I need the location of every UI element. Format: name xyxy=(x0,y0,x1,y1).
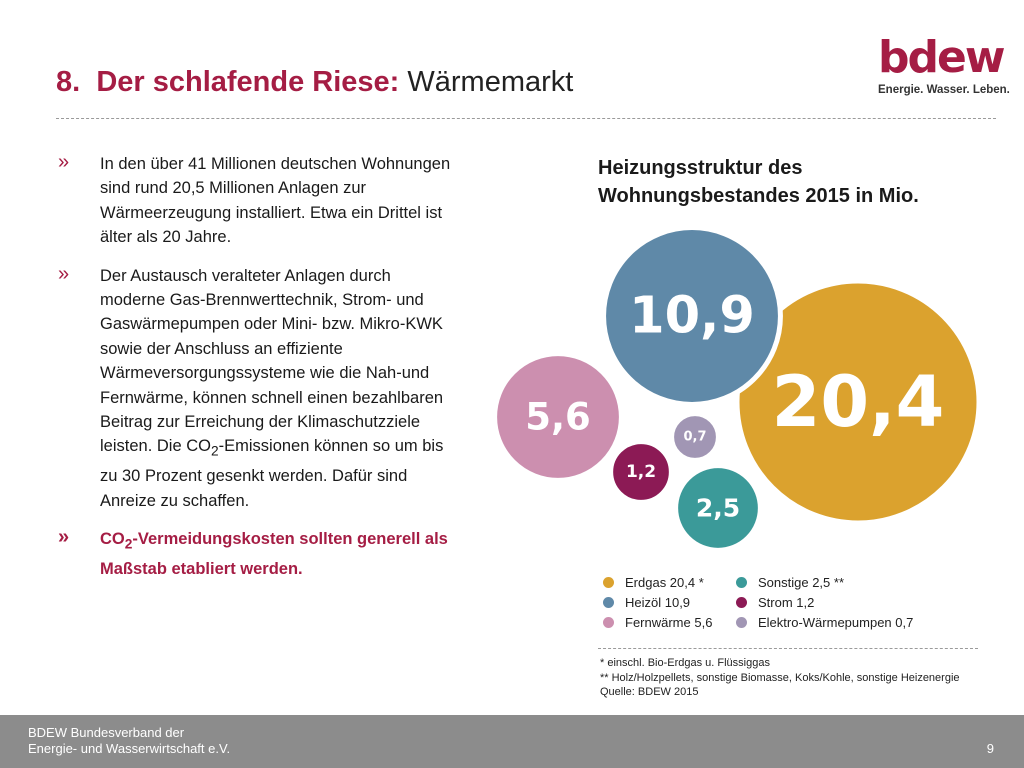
source-note: Quelle: BDEW 2015 xyxy=(600,686,699,698)
footnote-sonstige: ** Holz/Holzpellets, sonstige Biomasse, … xyxy=(600,671,960,684)
logo-wordmark: bdew xyxy=(878,32,1005,83)
bullet-text: CO xyxy=(100,529,125,548)
bubble-erdgas xyxy=(734,278,982,526)
bubble-heizöl xyxy=(601,225,783,407)
bubble-label-erdgas: 20,4 xyxy=(772,361,945,443)
bullet-chevron-icon: » xyxy=(58,525,70,548)
bubble-sonstige xyxy=(673,463,763,553)
legend-dot-icon xyxy=(603,577,614,588)
bubble-elektro-wärmepumpen xyxy=(671,413,719,461)
legend-dot-icon xyxy=(736,577,747,588)
subscript-2: 2 xyxy=(210,443,219,459)
bubble-label-fernwärme: 5,6 xyxy=(525,396,591,439)
title-divider xyxy=(56,118,996,119)
bullet-list: » In den über 41 Millionen deutschen Wohn… xyxy=(58,151,458,595)
footer-org-line2: Energie- und Wasserwirtschaft e.V. xyxy=(28,741,231,756)
bubble-label-sonstige: 2,5 xyxy=(696,494,740,523)
logo-tagline: Energie. Wasser. Leben. xyxy=(878,84,1010,96)
page-title: 8. Der schlafende Riese: Wärmemarkt xyxy=(56,66,573,99)
footer-bar: BDEW Bundesverband der Energie- und Wass… xyxy=(0,715,1024,768)
bubble-label-strom: 1,2 xyxy=(626,462,656,482)
chart-title: Heizungsstruktur des Wohnungsbestandes 2… xyxy=(598,157,919,207)
bullet-text: In den über 41 Millionen deutschen Wohnu… xyxy=(100,155,451,247)
footer-organization: BDEW Bundesverband der Energie- und Wass… xyxy=(28,725,230,757)
legend-label: Strom 1,2 xyxy=(758,595,815,610)
legend-label: Sonstige 2,5 ** xyxy=(758,575,845,590)
bubble-label-elektro-wärmepumpen: 0,7 xyxy=(683,430,706,445)
footer-org-line1: BDEW Bundesverband der xyxy=(28,725,185,740)
bubble-strom xyxy=(610,441,672,503)
chart-legend: Erdgas 20,4 * Sonstige 2,5 ** Heizöl 10,9 S… xyxy=(603,575,973,630)
legend-dot-icon xyxy=(736,597,747,608)
legend-dot-icon xyxy=(603,597,614,608)
bullet-text-cont: -Vermeidungskosten sollten generell als … xyxy=(100,529,448,578)
bullet-chevron-icon: » xyxy=(58,151,70,173)
footnote-divider xyxy=(598,648,978,649)
legend-item-erdgas: Erdgas 20,4 * xyxy=(603,575,736,590)
legend-label: Heizöl 10,9 xyxy=(625,595,691,610)
title-number: 8. xyxy=(56,66,81,98)
bullet-text: Der Austausch veralteter Anlagen durch m… xyxy=(100,266,444,456)
legend-item-elektro-wärmepumpen: Elektro-Wärmepumpen 0,7 xyxy=(736,615,973,630)
title-rest: Wärmemarkt xyxy=(407,66,574,98)
bubble-label-heizöl: 10,9 xyxy=(629,287,755,346)
bdew-logo: bdew Energie. Wasser. Leben. xyxy=(878,32,1010,97)
legend-item-heizöl: Heizöl 10,9 xyxy=(603,595,736,610)
legend-label: Elektro-Wärmepumpen 0,7 xyxy=(758,615,914,630)
bullet-item-heating-systems: » In den über 41 Millionen deutschen Wohn… xyxy=(58,151,458,250)
legend-label: Erdgas 20,4 * xyxy=(625,575,704,590)
legend-dot-icon xyxy=(736,617,747,628)
footnotes: * einschl. Bio-Erdgas u. Flüssiggas ** H… xyxy=(600,656,960,700)
bullet-item-co2-costs: » CO2-Vermeidungskosten sollten generell … xyxy=(58,525,458,581)
legend-dot-icon xyxy=(603,617,614,628)
bullet-text-cont: -Emissionen können so um bis zu 30 Proze… xyxy=(100,437,444,510)
legend-label: Fernwärme 5,6 xyxy=(625,615,713,630)
bullet-item-replacement: » Der Austausch veralteter Anlagen durch … xyxy=(58,262,458,513)
subscript-2: 2 xyxy=(124,536,133,552)
legend-item-strom: Strom 1,2 xyxy=(736,595,973,610)
bubble-fernwärme xyxy=(492,351,624,483)
bullet-chevron-icon: » xyxy=(58,262,70,285)
legend-item-fernwärme: Fernwärme 5,6 xyxy=(603,615,736,630)
page-number: 9 xyxy=(986,741,994,756)
title-highlight: Der schlafende Riese: xyxy=(96,66,400,98)
legend-item-sonstige: Sonstige 2,5 ** xyxy=(736,575,973,590)
footnote-erdgas: * einschl. Bio-Erdgas u. Flüssiggas xyxy=(600,657,770,669)
